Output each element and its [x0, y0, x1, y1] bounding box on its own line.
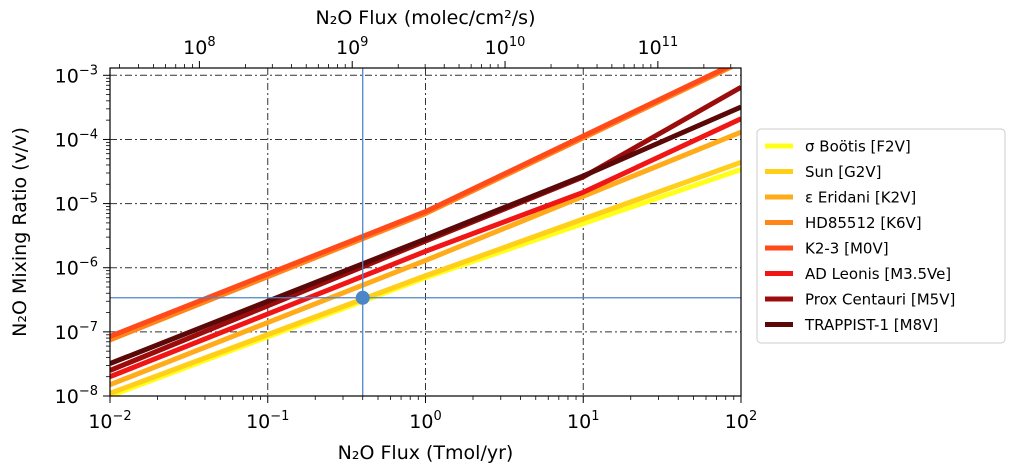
- top-axis-title: N₂O Flux (molec/cm²/s): [315, 7, 535, 29]
- legend-label: σ Boötis [F2V]: [805, 138, 911, 156]
- y-tick-label: 10−8: [55, 384, 98, 408]
- y-tick-label: 10−3: [55, 63, 98, 87]
- x-tick-label: 102: [725, 409, 757, 433]
- series-line: [110, 129, 741, 388]
- legend-box: [756, 128, 1006, 344]
- top-tick-label: 109: [336, 35, 368, 59]
- legend-label: ε Eridani [K2V]: [805, 189, 916, 207]
- x-tick-label: 101: [567, 409, 599, 433]
- legend-label: TRAPPIST-1 [M8V]: [804, 316, 938, 334]
- x-axis-title: N₂O Flux (Tmol/yr): [338, 442, 514, 464]
- x-tick-label: 10−2: [88, 409, 131, 433]
- x-tick-label: 10−1: [246, 409, 289, 433]
- y-tick-label: 10−5: [55, 192, 98, 216]
- series-line: [110, 116, 741, 380]
- legend-label: Prox Centauri [M5V]: [805, 291, 955, 309]
- legend-label: K2-3 [M0V]: [805, 240, 889, 258]
- legend-label: Sun [G2V]: [805, 163, 881, 181]
- legend-label: HD85512 [K6V]: [805, 214, 922, 232]
- series-line: [110, 104, 741, 366]
- y-tick-label: 10−4: [55, 127, 98, 151]
- series-line: [110, 68, 732, 339]
- legend-label: AD Leonis [M3.5Ve]: [805, 265, 951, 283]
- top-tick-label: 1010: [485, 35, 526, 59]
- reference-point: [355, 290, 370, 305]
- y-tick-label: 10−6: [55, 256, 98, 280]
- y-axis-title: N₂O Mixing Ratio (v/v): [9, 127, 31, 337]
- series-line: [110, 159, 741, 396]
- series-group: [110, 68, 741, 396]
- top-tick-label: 108: [183, 35, 215, 59]
- y-tick-label: 10−7: [55, 320, 98, 344]
- top-tick-label: 1011: [637, 35, 678, 59]
- x-tick-label: 100: [409, 409, 441, 433]
